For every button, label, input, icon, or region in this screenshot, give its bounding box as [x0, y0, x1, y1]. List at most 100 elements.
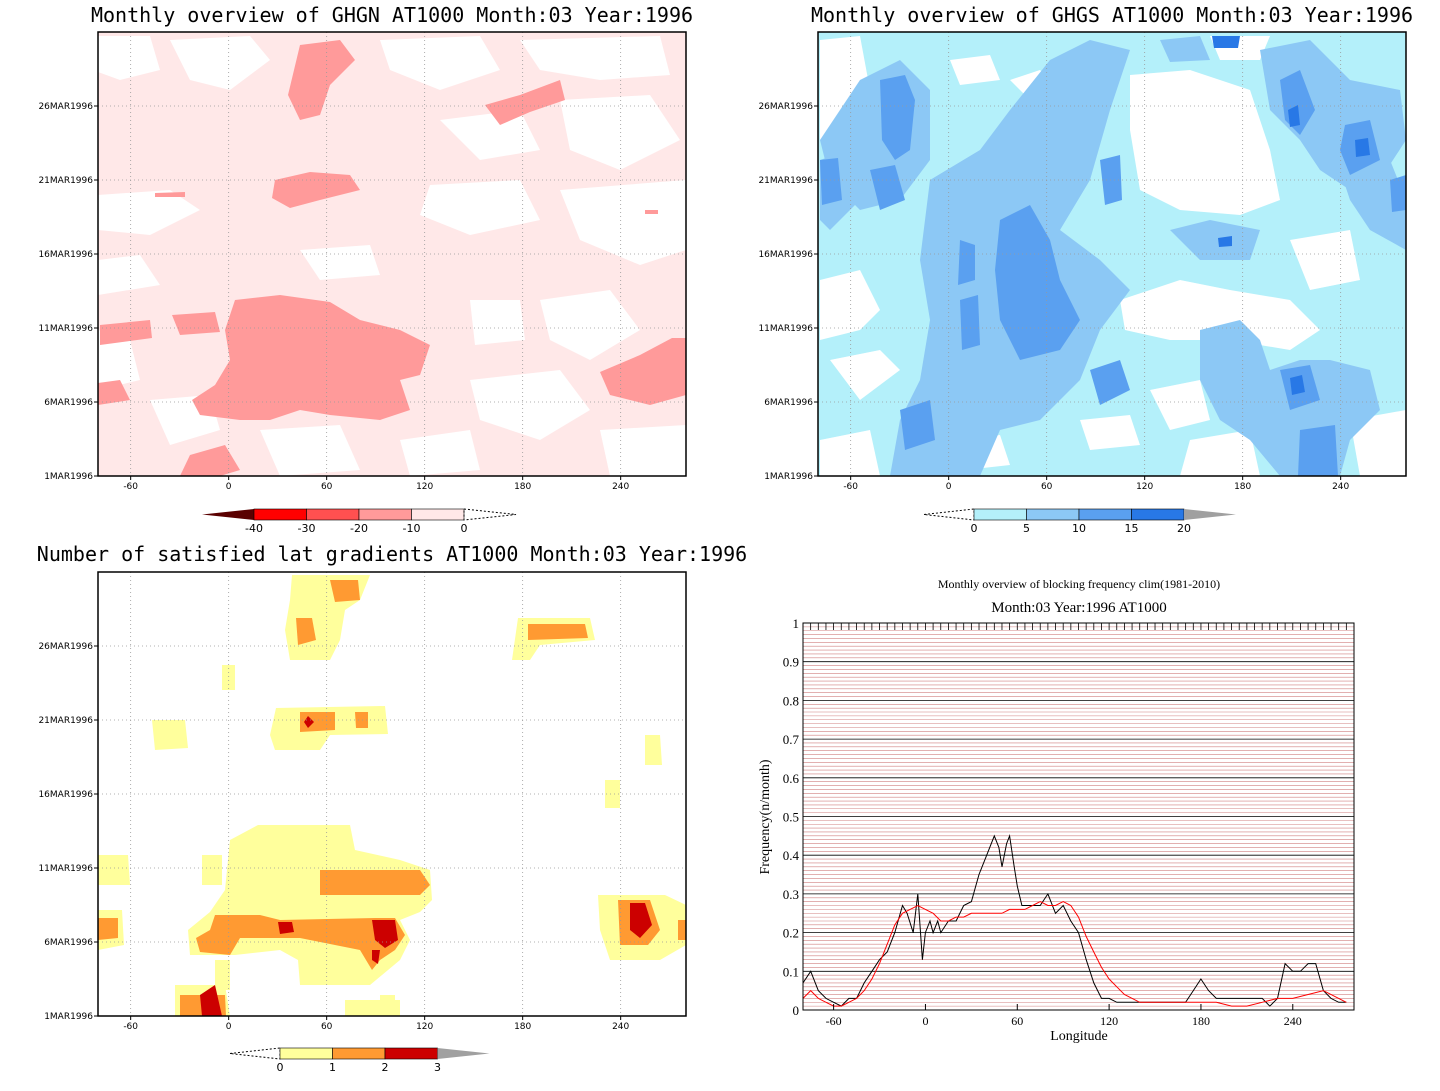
- x-tick-label: 0: [922, 1014, 928, 1028]
- x-tick-label: -60: [826, 1014, 842, 1028]
- y-tick-label: 26MAR1996: [758, 102, 813, 112]
- ghgs-colorbar: 0 5 10 15 20: [923, 508, 1236, 535]
- y-tick-label: 0.9: [783, 655, 799, 670]
- lat-field: [98, 572, 686, 1016]
- colorbar-segment: [279, 1047, 333, 1060]
- panel-ghgn: Monthly overview of GHGN AT1000 Month:03…: [38, 3, 693, 535]
- x-tick-label: 0: [946, 482, 952, 492]
- y-tick-label: 0: [793, 1003, 800, 1018]
- ghgs-band-15-20: [1212, 36, 1370, 395]
- panel-ghgs: Monthly overview of GHGS AT1000 Month:03…: [758, 3, 1413, 535]
- y-tick-label: 1: [793, 616, 800, 631]
- y-tick-label: 0.6: [783, 771, 800, 786]
- ghgn-zero-areas: [98, 36, 686, 476]
- x-tick-label: 0: [226, 1022, 232, 1032]
- lat-colorbar: 0 1 2 3: [229, 1047, 490, 1074]
- lat-axes: -60 0 60 120 180 240 1MAR1996 6MAR1996 11MAR1996…: [38, 642, 629, 1032]
- colorbar-segment: [253, 508, 307, 521]
- series-line: [802, 901, 1347, 1007]
- colorbar-left-arrow: [202, 509, 254, 520]
- colorbar-segment: [332, 1047, 386, 1060]
- panel-ghgn-title: Monthly overview of GHGN AT1000 Month:03…: [91, 3, 693, 27]
- colorbar-segment: [411, 508, 465, 521]
- y-tick-label: 16MAR1996: [38, 790, 93, 800]
- colorbar-label: 0: [971, 522, 978, 535]
- colorbar-left-arrow: [229, 1047, 281, 1060]
- colorbar-segment: [306, 508, 360, 521]
- colorbar-right-arrow: [463, 508, 517, 521]
- colorbar-right-arrow: [437, 1048, 490, 1059]
- ghgn-axes: -60 0 60 120 180 240 1MAR1996 6MAR1996 11MAR1996…: [38, 102, 629, 492]
- chart-ylabel: Frequency(n/month): [758, 759, 773, 874]
- x-tick-label: 120: [1100, 1014, 1118, 1028]
- colorbar-segment: [1026, 508, 1080, 521]
- colorbar-label: -40: [245, 522, 263, 535]
- y-tick-label: 6MAR1996: [44, 938, 93, 948]
- x-tick-label: 240: [612, 1022, 629, 1032]
- colorbar-label: 2: [382, 1061, 389, 1074]
- y-tick-label: 0.7: [783, 732, 800, 747]
- ghgs-axes: -60 0 60 120 180 240 1MAR1996 6MAR1996 11MAR1996…: [758, 102, 1349, 492]
- chart-series: [802, 833, 1347, 1007]
- y-tick-label: 21MAR1996: [38, 176, 93, 186]
- x-tick-label: 240: [612, 482, 629, 492]
- x-tick-label: 60: [321, 482, 333, 492]
- y-tick-label: 1MAR1996: [44, 1012, 93, 1022]
- colorbar-segment: [973, 508, 1027, 521]
- colorbar-label: 1: [329, 1061, 336, 1074]
- y-tick-label: 1MAR1996: [44, 472, 93, 482]
- y-tick-label: 1MAR1996: [764, 472, 813, 482]
- y-tick-label: 0.2: [783, 926, 799, 941]
- x-tick-label: 180: [1234, 482, 1251, 492]
- lat-level-3: [200, 716, 652, 1016]
- chart-axes: 0 0.1 0.2 0.3 0.4 0.5 0.6 0.7 0.8 0.9 1 -60 0 60 120 18…: [783, 616, 1355, 1028]
- ghgn-negative-areas: [98, 40, 686, 476]
- x-tick-label: 240: [1284, 1014, 1302, 1028]
- colorbar-segment: [1078, 508, 1132, 521]
- y-tick-label: 11MAR1996: [38, 864, 93, 874]
- chart-xlabel: Longitude: [1050, 1029, 1108, 1044]
- x-tick-label: 180: [514, 482, 531, 492]
- x-tick-label: 120: [416, 1022, 433, 1032]
- colorbar-label: 0: [461, 522, 468, 535]
- ghgs-field: [818, 32, 1406, 476]
- x-tick-label: 0: [226, 482, 232, 492]
- x-tick-label: -60: [123, 1022, 138, 1032]
- colorbar-segment: [384, 1047, 438, 1060]
- x-tick-label: 180: [1192, 1014, 1210, 1028]
- y-tick-label: 6MAR1996: [44, 398, 93, 408]
- panel-lat-title: Number of satisfied lat gradients AT1000…: [37, 542, 747, 566]
- colorbar-right-arrow: [1184, 509, 1236, 520]
- ghgn-field: [98, 32, 686, 476]
- colorbar-segment: [358, 508, 412, 521]
- x-tick-label: 60: [1011, 1014, 1023, 1028]
- colorbar-label: 15: [1125, 522, 1139, 535]
- colorbar-left-arrow: [923, 508, 975, 521]
- y-tick-label: 11MAR1996: [758, 324, 813, 334]
- y-tick-label: 26MAR1996: [38, 642, 93, 652]
- colorbar-label: 0: [277, 1061, 284, 1074]
- x-tick-label: 60: [321, 1022, 333, 1032]
- x-tick-label: -60: [843, 482, 858, 492]
- x-tick-label: 180: [514, 1022, 531, 1032]
- y-tick-label: 6MAR1996: [764, 398, 813, 408]
- ghgs-band-10-15: [820, 70, 1406, 476]
- x-tick-label: 240: [1332, 482, 1349, 492]
- y-tick-label: 11MAR1996: [38, 324, 93, 334]
- chart-title: Monthly overview of blocking frequency c…: [938, 577, 1220, 591]
- colorbar-label: -30: [298, 522, 316, 535]
- colorbar-label: 3: [434, 1061, 441, 1074]
- y-tick-label: 26MAR1996: [38, 102, 93, 112]
- colorbar-segment: [1131, 508, 1185, 521]
- chart-subtitle: Month:03 Year:1996 AT1000: [991, 600, 1166, 616]
- y-tick-label: 16MAR1996: [38, 250, 93, 260]
- panel-blocking-frequency: Monthly overview of blocking frequency c…: [758, 577, 1355, 1044]
- panel-ghgs-title: Monthly overview of GHGS AT1000 Month:03…: [811, 3, 1413, 27]
- y-tick-label: 21MAR1996: [38, 716, 93, 726]
- y-tick-label: 0.3: [783, 887, 799, 902]
- y-tick-label: 0.1: [783, 964, 799, 979]
- y-tick-label: 21MAR1996: [758, 176, 813, 186]
- y-tick-label: 16MAR1996: [758, 250, 813, 260]
- series-line: [802, 833, 1347, 1007]
